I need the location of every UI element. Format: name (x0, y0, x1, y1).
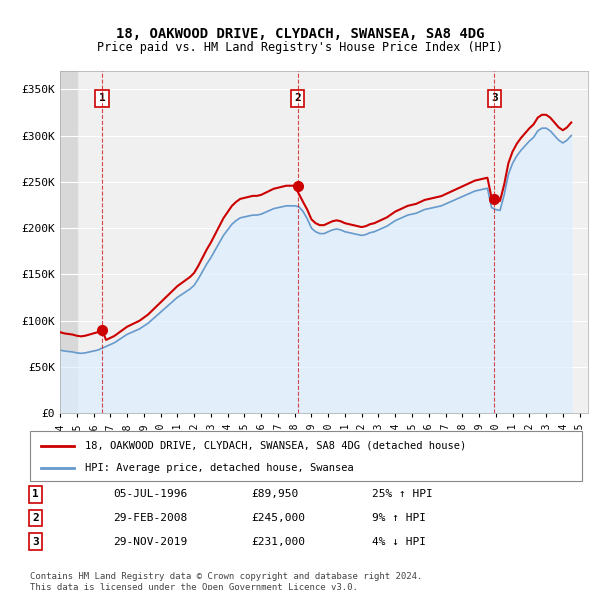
Text: 1: 1 (32, 490, 39, 499)
Text: Price paid vs. HM Land Registry's House Price Index (HPI): Price paid vs. HM Land Registry's House … (97, 41, 503, 54)
Text: Contains HM Land Registry data © Crown copyright and database right 2024.
This d: Contains HM Land Registry data © Crown c… (30, 572, 422, 590)
Text: 3: 3 (32, 537, 39, 546)
Text: £231,000: £231,000 (251, 537, 305, 546)
Text: 9% ↑ HPI: 9% ↑ HPI (372, 513, 426, 523)
Text: £89,950: £89,950 (251, 490, 298, 499)
Text: 25% ↑ HPI: 25% ↑ HPI (372, 490, 433, 499)
Text: 1: 1 (98, 93, 105, 103)
Text: 29-NOV-2019: 29-NOV-2019 (113, 537, 187, 546)
FancyBboxPatch shape (30, 431, 582, 481)
Bar (60, 71, 77, 413)
Text: 2: 2 (32, 513, 39, 523)
Text: HPI: Average price, detached house, Swansea: HPI: Average price, detached house, Swan… (85, 463, 354, 473)
Text: 29-FEB-2008: 29-FEB-2008 (113, 513, 187, 523)
Text: 18, OAKWOOD DRIVE, CLYDACH, SWANSEA, SA8 4DG (detached house): 18, OAKWOOD DRIVE, CLYDACH, SWANSEA, SA8… (85, 441, 466, 451)
Text: 4% ↓ HPI: 4% ↓ HPI (372, 537, 426, 546)
Text: £245,000: £245,000 (251, 513, 305, 523)
Text: 2: 2 (294, 93, 301, 103)
Text: 3: 3 (491, 93, 498, 103)
Text: 18, OAKWOOD DRIVE, CLYDACH, SWANSEA, SA8 4DG: 18, OAKWOOD DRIVE, CLYDACH, SWANSEA, SA8… (116, 27, 484, 41)
Text: 05-JUL-1996: 05-JUL-1996 (113, 490, 187, 499)
